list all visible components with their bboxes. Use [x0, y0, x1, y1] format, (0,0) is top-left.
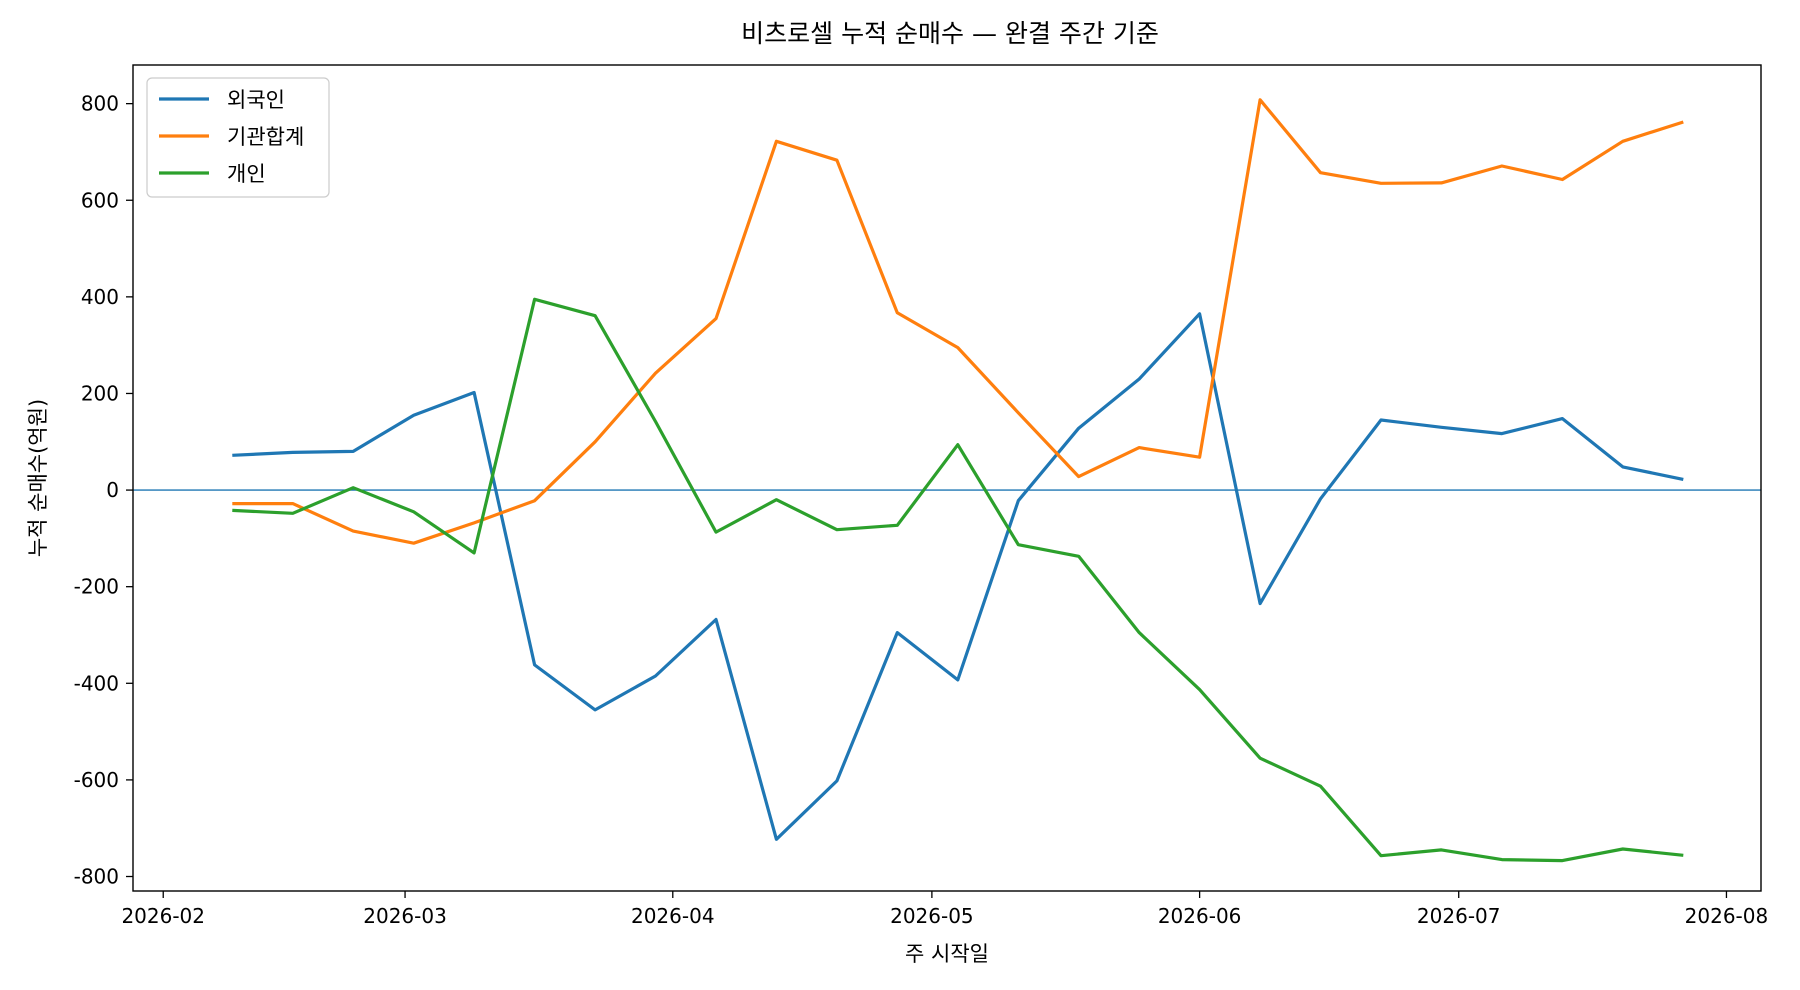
- y-tick-label: 400: [81, 285, 119, 309]
- legend-label: 개인: [227, 162, 266, 186]
- y-axis-title: 누적 순매수(억원): [26, 399, 50, 557]
- y-axis: -800 -600 -400 -200 0 200 400 600 800: [74, 92, 133, 889]
- x-tick-label: 2026-03: [363, 904, 447, 928]
- y-tick-label: 200: [81, 381, 119, 405]
- chart-title: 비츠로셀 누적 순매수 — 완결 주간 기준: [741, 19, 1159, 48]
- plot-frame: [132, 64, 1762, 892]
- legend-box: [146, 77, 330, 198]
- x-tick-label: 2026-02: [121, 904, 205, 928]
- x-tick-label: 2026-07: [1417, 904, 1501, 928]
- x-axis: 2026-02 2026-03 2026-04 2026-05 2026-06 2026-…: [121, 891, 1768, 928]
- legend-label: 기관합계: [227, 125, 304, 149]
- series-line-1: [232, 312, 1684, 841]
- x-tick-label: 2026-08: [1685, 904, 1769, 928]
- y-tick-label: 800: [81, 92, 119, 116]
- x-tick-label: 2026-04: [631, 904, 715, 928]
- y-tick-label: -800: [74, 865, 119, 889]
- y-tick-label: -400: [74, 671, 119, 695]
- legend-label: 외국인: [227, 88, 285, 112]
- x-axis-title: 주 시작일: [905, 942, 989, 966]
- series-layer: [133, 98, 1761, 863]
- x-tick-label: 2026-06: [1158, 904, 1242, 928]
- y-tick-label: -600: [74, 768, 119, 792]
- y-tick-label: 0: [106, 478, 119, 502]
- y-tick-label: 600: [81, 188, 119, 212]
- series-line-3: [232, 297, 1684, 863]
- y-tick-label: -200: [74, 575, 119, 599]
- series-line-2: [232, 98, 1684, 545]
- x-tick-label: 2026-05: [890, 904, 974, 928]
